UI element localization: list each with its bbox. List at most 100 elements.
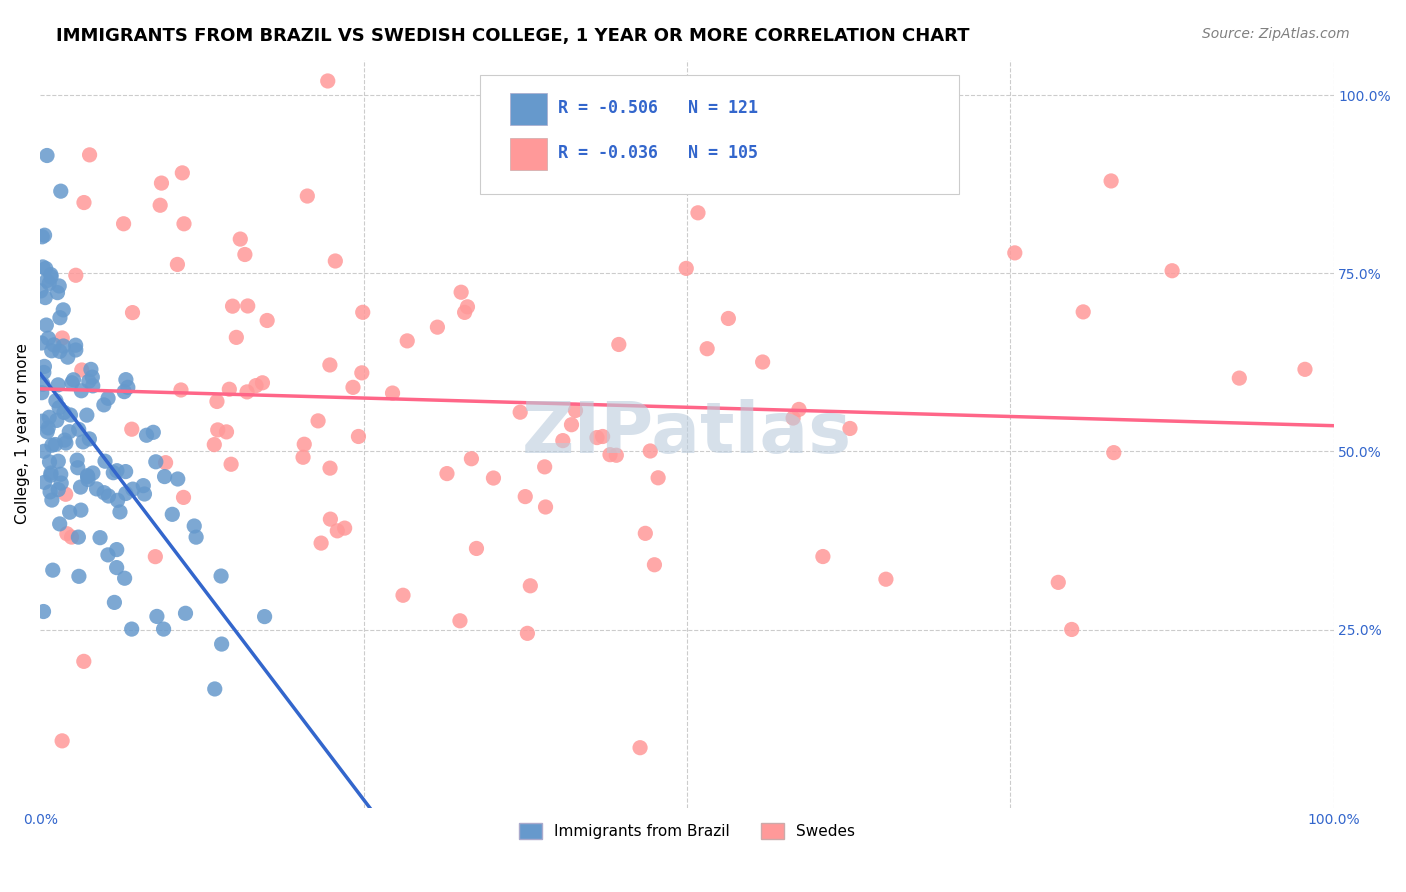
Point (605, 448, 627, 462)
Point (166, 257, 188, 271)
Point (638, 444, 661, 458)
Point (592, 429, 614, 443)
Point (53, 405, 76, 419)
Point (67, 569, 90, 583)
Point (97, 548, 120, 562)
Point (219, 457, 242, 471)
Point (717, 311, 740, 326)
Point (449, 614, 471, 628)
Point (519, 579, 541, 593)
Point (112, 217, 135, 231)
Point (114, 486, 136, 500)
Point (65, 338, 87, 352)
Point (628, 740, 651, 755)
Point (73, 654, 96, 668)
Point (82, 370, 104, 384)
Point (115, 373, 138, 387)
FancyBboxPatch shape (479, 75, 959, 194)
Point (134, 487, 156, 501)
Point (1161, 264, 1184, 278)
Point (79, 432, 101, 446)
Point (42, 563, 65, 577)
Point (319, 512, 342, 526)
Point (46, 377, 69, 392)
Point (202, 437, 225, 451)
Point (233, 247, 256, 261)
Point (89, 531, 111, 545)
Point (326, 524, 349, 538)
Point (172, 166, 194, 180)
Point (73, 195, 96, 210)
Point (599, 448, 621, 462)
Point (1047, 575, 1070, 590)
Point (82, 466, 104, 480)
Point (46, 483, 69, 497)
Point (72, 434, 94, 449)
Point (560, 417, 582, 432)
Point (149, 198, 172, 212)
Point (48, 401, 70, 415)
Point (32, 444, 55, 458)
Point (132, 478, 155, 492)
Point (114, 465, 136, 479)
Point (436, 467, 458, 481)
Point (811, 549, 834, 564)
Point (105, 542, 128, 557)
Point (460, 451, 482, 466)
Point (65, 268, 87, 283)
Point (35, 318, 58, 332)
Point (509, 405, 531, 419)
Point (31, 260, 53, 274)
Point (42, 338, 65, 352)
Point (205, 394, 228, 409)
Point (41, 493, 63, 508)
FancyBboxPatch shape (510, 138, 547, 169)
Point (32, 366, 55, 380)
Point (121, 482, 143, 496)
Point (59, 505, 82, 519)
Point (624, 159, 647, 173)
Point (352, 305, 374, 319)
Point (347, 429, 370, 443)
Point (93, 398, 115, 412)
Point (60, 530, 83, 544)
Point (48, 516, 70, 531)
Point (38, 410, 60, 425)
Point (647, 471, 669, 485)
Point (533, 459, 555, 474)
Point (48, 344, 70, 359)
Point (35, 148, 58, 162)
Point (108, 505, 131, 519)
Point (55, 436, 77, 450)
Point (456, 300, 478, 314)
Point (37, 425, 59, 439)
Point (62, 373, 84, 387)
Point (350, 366, 373, 380)
Point (46, 454, 69, 468)
Text: Source: ZipAtlas.com: Source: ZipAtlas.com (1202, 27, 1350, 41)
Point (70, 503, 93, 517)
Point (215, 425, 238, 439)
Point (66, 453, 89, 467)
Point (696, 342, 718, 356)
Point (319, 358, 342, 372)
Point (1227, 371, 1250, 385)
Point (121, 305, 143, 319)
Point (146, 609, 169, 624)
Point (292, 437, 315, 451)
Y-axis label: College, 1 year or more: College, 1 year or more (15, 343, 30, 524)
Point (309, 536, 332, 550)
Point (51, 331, 73, 345)
Point (482, 471, 505, 485)
Point (56, 526, 79, 541)
Point (39, 468, 62, 483)
Point (643, 558, 665, 572)
Point (79, 148, 101, 162)
Point (34, 475, 56, 490)
Point (51, 734, 73, 748)
Point (426, 320, 449, 334)
Point (1102, 445, 1125, 459)
Point (323, 254, 346, 268)
Point (117, 380, 139, 394)
Point (252, 376, 274, 390)
